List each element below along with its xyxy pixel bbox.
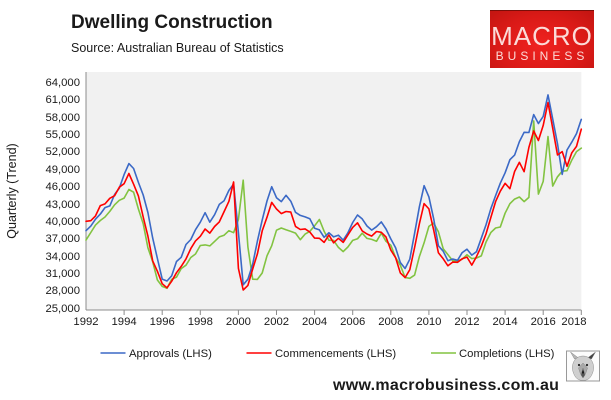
svg-text:52,000: 52,000 [45, 146, 80, 158]
svg-text:2014: 2014 [493, 316, 518, 328]
svg-text:25,000: 25,000 [45, 303, 80, 315]
svg-text:1998: 1998 [188, 316, 213, 328]
svg-text:2016: 2016 [531, 316, 556, 328]
svg-text:43,000: 43,000 [45, 199, 80, 211]
svg-text:Quarterly (Trend): Quarterly (Trend) [5, 143, 19, 238]
svg-text:1992: 1992 [73, 316, 98, 328]
svg-text:2000: 2000 [226, 316, 251, 328]
svg-text:www.macrobusiness.com.au: www.macrobusiness.com.au [332, 377, 559, 394]
svg-text:2008: 2008 [378, 316, 403, 328]
svg-text:34,000: 34,000 [45, 251, 80, 263]
svg-text:31,000: 31,000 [45, 268, 80, 280]
svg-text:2010: 2010 [416, 316, 441, 328]
svg-text:2018: 2018 [561, 316, 586, 328]
svg-text:61,000: 61,000 [45, 94, 80, 106]
svg-text:2002: 2002 [264, 316, 289, 328]
svg-text:2006: 2006 [340, 316, 365, 328]
svg-text:Commencements (LHS): Commencements (LHS) [275, 348, 396, 360]
svg-text:46,000: 46,000 [45, 181, 80, 193]
svg-text:Completions (LHS): Completions (LHS) [459, 348, 555, 360]
svg-text:40,000: 40,000 [45, 216, 80, 228]
svg-text:1994: 1994 [112, 316, 137, 328]
svg-text:Approvals (LHS): Approvals (LHS) [129, 348, 212, 360]
svg-text:28,000: 28,000 [45, 285, 80, 297]
svg-text:2004: 2004 [302, 316, 327, 328]
svg-text:49,000: 49,000 [45, 164, 80, 176]
svg-text:2012: 2012 [454, 316, 479, 328]
svg-text:1996: 1996 [150, 316, 175, 328]
svg-text:37,000: 37,000 [45, 233, 80, 245]
svg-text:58,000: 58,000 [45, 112, 80, 124]
svg-text:64,000: 64,000 [45, 77, 80, 89]
svg-text:55,000: 55,000 [45, 129, 80, 141]
